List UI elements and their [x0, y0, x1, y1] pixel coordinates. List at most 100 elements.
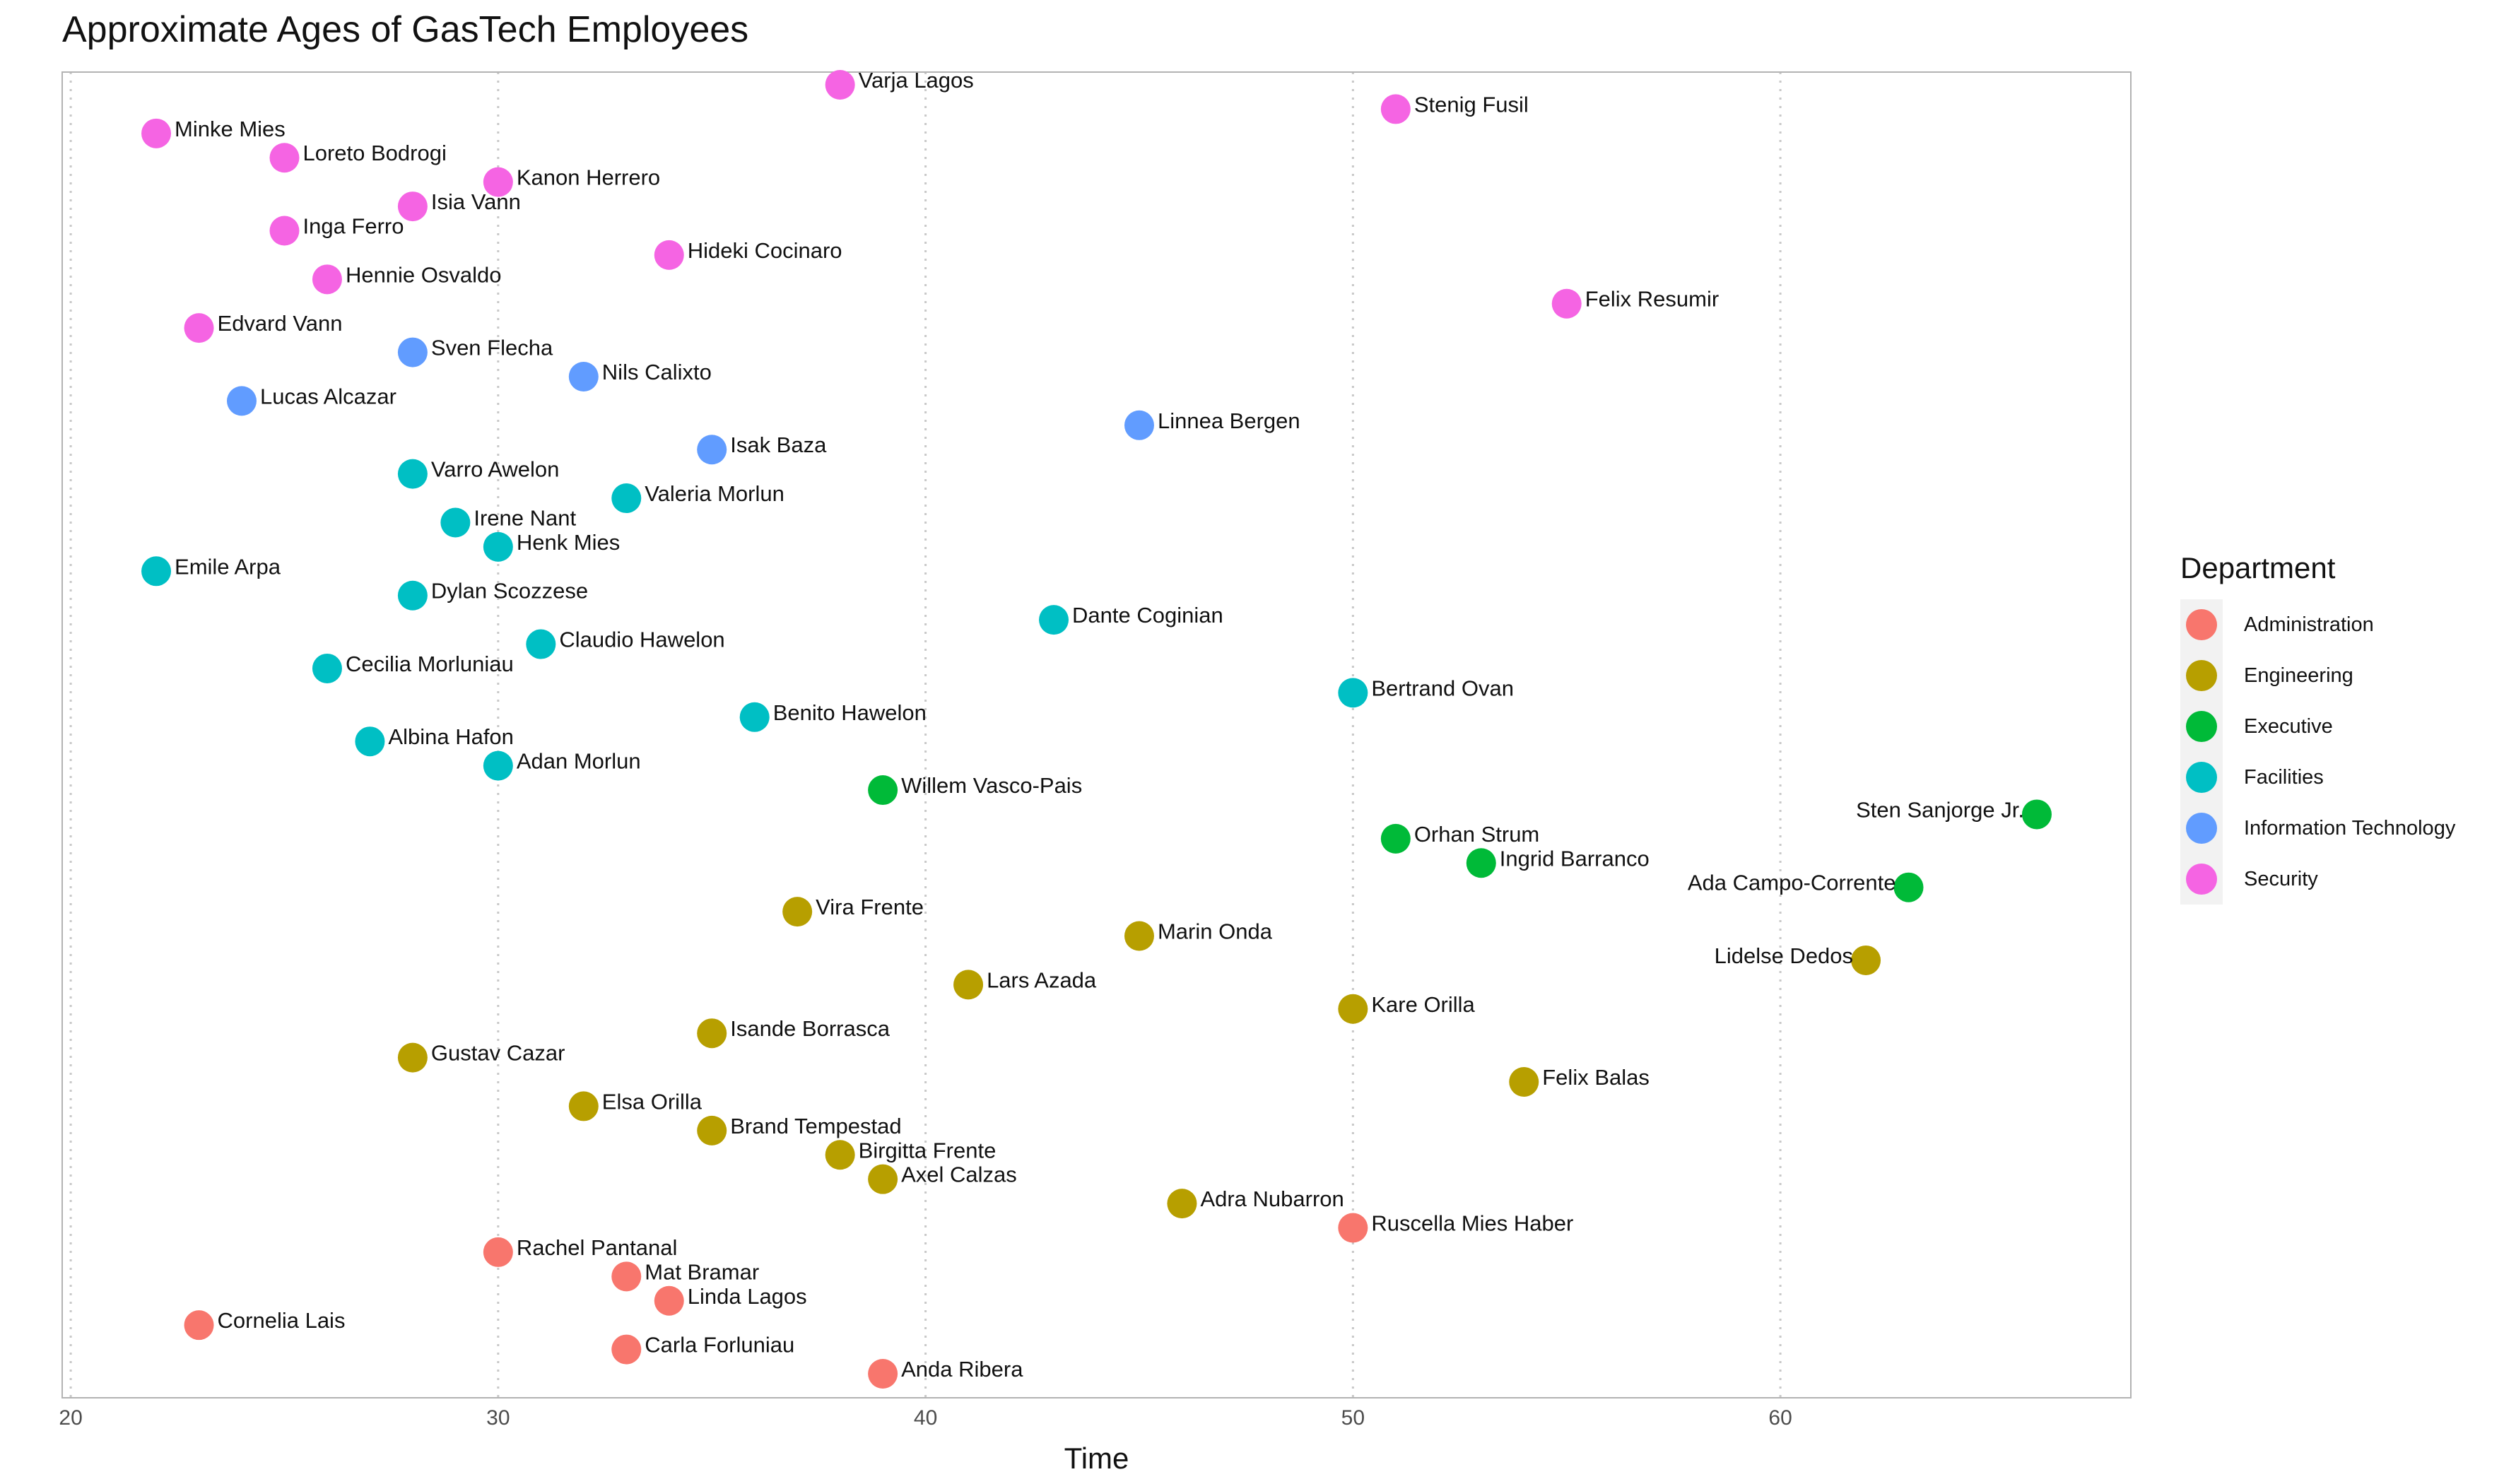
point-ada-campo-corrente [1893, 872, 1924, 902]
point-label-felix-resumir: Felix Resumir [1585, 287, 1719, 312]
point-marin-onda [1124, 921, 1154, 951]
point-minke-mies [141, 118, 172, 148]
point-label-ruscella-mies-haber: Ruscella Mies Haber [1371, 1211, 1573, 1236]
point-label-birgitta-frente: Birgitta Frente [859, 1138, 997, 1162]
point-vira-frente [782, 897, 813, 927]
point-label-cornelia-lais: Cornelia Lais [218, 1308, 346, 1333]
grid-layer [69, 72, 1782, 1398]
point-felix-resumir [1551, 288, 1582, 319]
point-felix-balas [1509, 1067, 1539, 1097]
point-lucas-alcazar [226, 386, 257, 416]
point-label-gustav-cazar: Gustav Cazar [431, 1041, 565, 1066]
point-label-ingrid-barranco: Ingrid Barranco [1500, 846, 1650, 871]
point-willem-vasco-pais [868, 775, 898, 806]
legend-key [2180, 803, 2223, 854]
legend-item-facilities: Facilities [2180, 752, 2455, 803]
point-ingrid-barranco [1466, 848, 1496, 878]
point-albina-hafon [355, 726, 385, 757]
point-henk-mies [483, 531, 513, 562]
legend-item-administration: Administration [2180, 599, 2455, 650]
legend-items: Administration Engineering Executive Facili… [2180, 599, 2455, 905]
point-label-felix-balas: Felix Balas [1542, 1065, 1650, 1090]
legend-item-security: Security [2180, 854, 2455, 905]
point-loreto-bodrogi [269, 143, 300, 173]
point-label-nils-calixto: Nils Calixto [602, 360, 712, 384]
point-label-varro-awelon: Varro Awelon [431, 457, 560, 482]
point-brand-tempestad [697, 1115, 727, 1146]
point-label-isak-baza: Isak Baza [730, 432, 827, 457]
point-label-cecilia-morluniau: Cecilia Morluniau [346, 652, 514, 676]
legend-key [2180, 599, 2223, 650]
point-stenig-fusil [1380, 94, 1411, 124]
x-tick-label: 20 [59, 1406, 82, 1430]
x-tick-label: 60 [1768, 1406, 1792, 1430]
legend-dot-icon [2186, 660, 2217, 691]
legend-key [2180, 701, 2223, 752]
point-label-kare-orilla: Kare Orilla [1371, 992, 1475, 1017]
point-isande-borrasca [697, 1018, 727, 1049]
point-bertrand-ovan [1338, 678, 1368, 708]
point-label-orhan-strum: Orhan Strum [1414, 822, 1539, 847]
point-label-dante-coginian: Dante Coginian [1072, 603, 1223, 628]
point-label-linda-lagos: Linda Lagos [688, 1284, 807, 1309]
point-ruscella-mies-haber [1338, 1213, 1368, 1243]
point-label-dylan-scozzese: Dylan Scozzese [431, 579, 588, 603]
point-label-edvard-vann: Edvard Vann [218, 311, 343, 336]
point-valeria-morlun [611, 483, 642, 514]
point-kanon-herrero [483, 167, 513, 197]
legend-dot-icon [2186, 609, 2217, 640]
point-birgitta-frente [825, 1140, 855, 1170]
x-tick-label: 40 [914, 1406, 937, 1430]
point-label-anda-ribera: Anda Ribera [901, 1357, 1023, 1382]
point-label-brand-tempestad: Brand Tempestad [730, 1114, 901, 1138]
point-label-hideki-cocinaro: Hideki Cocinaro [688, 238, 842, 263]
point-label-claudio-hawelon: Claudio Hawelon [559, 628, 724, 652]
point-isia-vann [397, 192, 428, 222]
legend-key [2180, 854, 2223, 905]
point-label-loreto-bodrogi: Loreto Bodrogi [302, 141, 446, 165]
point-label-lucas-alcazar: Lucas Alcazar [260, 384, 396, 408]
point-linda-lagos [654, 1285, 684, 1316]
legend-label: Facilities [2244, 765, 2324, 789]
point-label-valeria-morlun: Valeria Morlun [645, 481, 784, 506]
point-nils-calixto [568, 361, 599, 391]
point-emile-arpa [141, 556, 172, 587]
point-claudio-hawelon [526, 629, 556, 659]
point-label-rachel-pantanal: Rachel Pantanal [517, 1235, 678, 1260]
legend-label: Information Technology [2244, 816, 2456, 840]
legend-dot-icon [2186, 864, 2217, 895]
point-label-adan-morlun: Adan Morlun [517, 749, 641, 774]
point-dante-coginian [1039, 605, 1069, 635]
points-layer: Anda Ribera Carla Forluniau Cornelia Lais L… [141, 68, 2052, 1389]
legend-label: Engineering [2244, 664, 2353, 687]
point-cecilia-morluniau [312, 653, 342, 683]
point-label-adra-nubarron: Adra Nubarron [1200, 1186, 1344, 1211]
point-label-benito-hawelon: Benito Hawelon [773, 700, 927, 725]
legend-key [2180, 650, 2223, 701]
point-edvard-vann [184, 313, 214, 343]
point-label-varja-lagos: Varja Lagos [859, 68, 974, 93]
point-varro-awelon [397, 459, 428, 489]
point-lidelse-dedos [1851, 945, 1881, 975]
point-label-lidelse-dedos: Lidelse Dedos [1715, 943, 1853, 968]
point-adra-nubarron [1167, 1189, 1197, 1219]
x-tick-label: 30 [486, 1406, 510, 1430]
point-label-elsa-orilla: Elsa Orilla [602, 1089, 703, 1114]
point-anda-ribera [868, 1359, 898, 1389]
point-label-sten-sanjorge-jr: Sten Sanjorge Jr. [1856, 797, 2024, 822]
point-sven-flecha [397, 337, 428, 367]
point-elsa-orilla [568, 1091, 599, 1121]
point-label-ada-campo-corrente: Ada Campo-Corrente [1688, 871, 1896, 895]
legend-dot-icon [2186, 762, 2217, 793]
legend-item-information-technology: Information Technology [2180, 803, 2455, 854]
point-hennie-osvaldo [312, 264, 342, 295]
legend-item-engineering: Engineering [2180, 650, 2455, 701]
point-label-minke-mies: Minke Mies [175, 117, 286, 141]
point-dylan-scozzese [397, 580, 428, 611]
point-label-willem-vasco-pais: Willem Vasco-Pais [901, 773, 1082, 798]
point-label-stenig-fusil: Stenig Fusil [1414, 92, 1529, 117]
point-linnea-bergen [1124, 410, 1154, 440]
point-label-vira-frente: Vira Frente [816, 895, 924, 919]
point-label-isande-borrasca: Isande Borrasca [730, 1016, 890, 1041]
